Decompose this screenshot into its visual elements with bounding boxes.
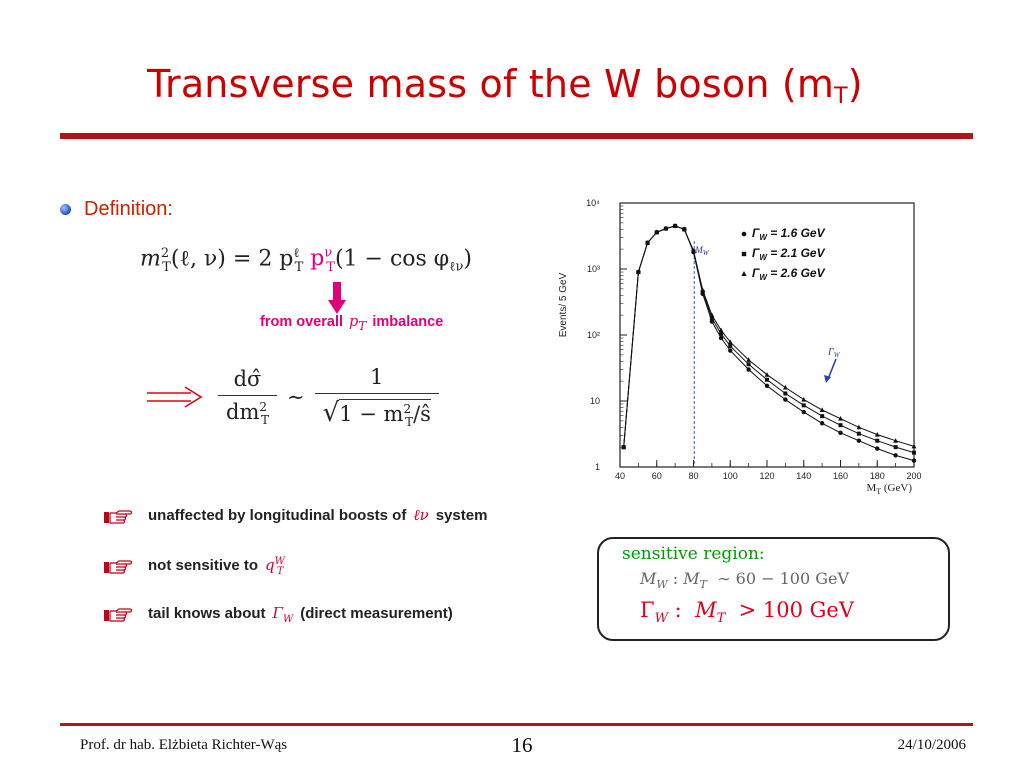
data-point	[709, 312, 715, 318]
sensitive-region-mass-row: MW : MT ∼ 60 − 100 GeV	[640, 569, 850, 592]
data-point	[746, 357, 752, 362]
implies-arrow-icon	[147, 386, 203, 408]
data-point	[911, 443, 917, 449]
data-point	[911, 458, 917, 463]
data-point	[801, 403, 806, 408]
data-point	[764, 372, 770, 377]
data-point	[765, 377, 769, 382]
data-point	[718, 327, 724, 333]
series-line	[623, 225, 915, 462]
data-point	[856, 438, 862, 443]
x-tick-label: 80	[688, 471, 698, 481]
gamma-annotation-arrowhead	[824, 375, 831, 383]
mw-marker-label: MW	[694, 245, 710, 257]
data-point	[838, 430, 843, 435]
y-axis-label: Events/ 5 GeV	[558, 272, 569, 337]
data-point	[838, 416, 843, 421]
data-point	[819, 421, 825, 426]
data-point	[782, 384, 788, 390]
data-point	[663, 225, 669, 231]
data-point	[718, 335, 724, 341]
data-point	[893, 438, 899, 443]
data-point	[783, 391, 788, 396]
x-tick-label: 120	[759, 471, 774, 481]
data-point	[691, 248, 696, 253]
y-tick-label: 10³	[587, 264, 600, 274]
data-point	[727, 339, 733, 345]
x-tick-label: 180	[870, 471, 885, 481]
y-tick-label: 1	[595, 462, 600, 472]
pointing-hand-icon	[104, 608, 132, 622]
x-tick-label: 40	[615, 471, 625, 481]
sensitive-region-box	[597, 537, 950, 641]
differential-cross-section-formula: dσ̂ dm2T ∼ 1 √1 − m2T/ŝ	[218, 365, 439, 429]
data-point	[912, 450, 916, 455]
x-tick-label: 100	[723, 471, 738, 481]
chart-svg: 40 60 80 100 120 140 160 180 200 1 10 10² 10³ 10⁴ MT (…	[558, 198, 922, 496]
data-point	[875, 446, 880, 451]
y-tick-label: 10	[590, 396, 600, 406]
data-point	[635, 269, 641, 275]
data-point	[893, 445, 898, 450]
data-point	[764, 383, 770, 388]
down-arrow-icon	[328, 282, 346, 314]
title-divider	[60, 133, 973, 139]
footer-date: 24/10/2006	[897, 737, 966, 753]
data-point	[681, 226, 687, 232]
data-point	[874, 431, 880, 437]
data-point	[654, 229, 660, 235]
slide-title: Transverse mass of the W boson (mT)	[147, 62, 863, 109]
data-point	[856, 431, 861, 436]
footer-author: Prof. dr hab. Elżbieta Richter-Wąs	[80, 737, 288, 753]
footer-divider	[60, 723, 973, 726]
data-point	[709, 316, 714, 321]
sensitive-region-heading: sensitive region:	[622, 544, 765, 564]
x-tick-label: 160	[833, 471, 848, 481]
transverse-mass-formula: m2T(ℓ, ν) = 2 pℓT pνT(1 − cos φℓν)	[140, 246, 472, 275]
gamma-annotation-arrow	[827, 358, 837, 380]
mt-distribution-chart: 40 60 80 100 120 140 160 180 200 1 10 10² 10³ 10⁴ MT (…	[552, 185, 932, 496]
data-point	[875, 438, 880, 443]
bullet-icon	[60, 204, 71, 215]
y-tick-label: 10⁴	[586, 198, 600, 208]
data-point	[746, 367, 751, 372]
pt-imbalance-note: from overall pT imbalance	[260, 314, 444, 333]
plot-frame	[619, 202, 915, 468]
definition-label: Definition:	[84, 198, 173, 220]
series-line	[623, 225, 915, 448]
data-point	[728, 348, 733, 353]
data-point	[621, 444, 627, 450]
data-point	[893, 453, 898, 458]
x-tick-label: 140	[796, 471, 811, 481]
data-point	[700, 287, 706, 293]
legend-label: ΓW = 2.1 GeV	[752, 246, 826, 262]
data-point	[645, 240, 650, 245]
data-point	[856, 424, 862, 430]
data-point	[746, 362, 751, 367]
x-tick-label: 60	[652, 471, 662, 481]
gamma-annotation-label: ΓW	[827, 347, 841, 359]
data-point	[819, 407, 825, 413]
sensitive-region-width-row: ΓW : MT > 100 GeV	[640, 598, 855, 627]
legend-marker	[741, 251, 747, 257]
x-axis-label: MT (GeV)	[866, 482, 912, 495]
y-tick-label: 10²	[587, 330, 600, 340]
legend-marker	[741, 231, 747, 237]
data-point	[783, 397, 788, 402]
legend-label: ΓW = 1.6 GeV	[752, 226, 826, 242]
pointing-hand-icon	[104, 510, 132, 524]
x-tick-label: 200	[906, 471, 921, 481]
data-point	[820, 414, 825, 419]
data-point	[801, 409, 806, 415]
data-point	[801, 397, 807, 402]
data-point	[672, 223, 678, 228]
legend-label: ΓW = 2.6 GeV	[752, 266, 826, 282]
data-point	[838, 423, 843, 428]
data-point	[728, 344, 733, 349]
legend-marker	[741, 271, 747, 276]
pointing-hand-icon	[104, 560, 132, 574]
slide-number: 16	[511, 733, 533, 757]
data-point	[719, 331, 724, 336]
